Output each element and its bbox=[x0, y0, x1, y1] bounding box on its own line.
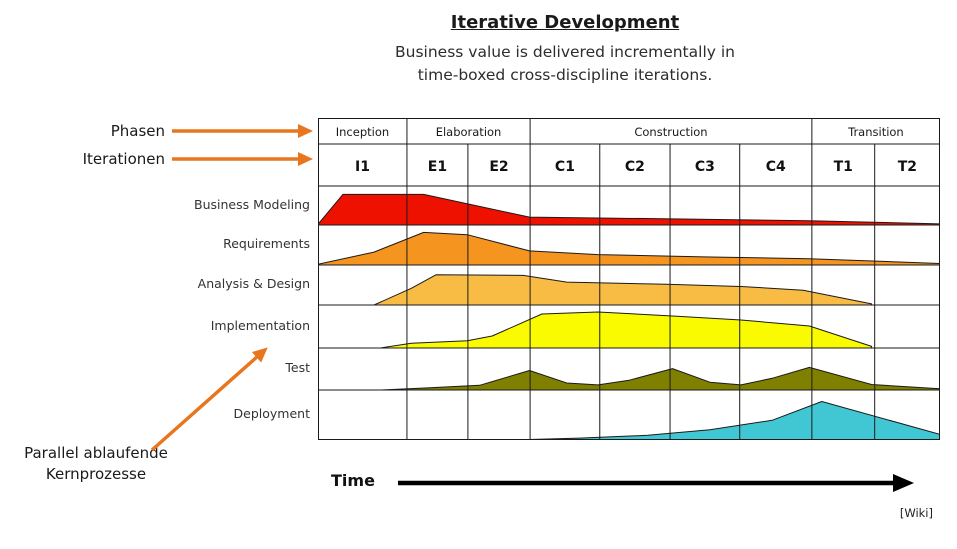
discipline-label-requirements: Requirements bbox=[223, 236, 310, 251]
discipline-label-business-modeling: Business Modeling bbox=[194, 196, 310, 212]
iteration-label-c4: C4 bbox=[766, 159, 786, 175]
iteration-label-e2: E2 bbox=[489, 159, 508, 175]
discipline-label-test: Test bbox=[285, 360, 310, 375]
parallel-processes-arrow bbox=[150, 347, 268, 452]
parallel-label-line-1: Parallel ablaufende bbox=[24, 444, 168, 462]
diagram-title: Iterative Development bbox=[450, 12, 680, 33]
effort-hump-analysis-design bbox=[373, 274, 873, 306]
iteration-label-e1: E1 bbox=[428, 159, 447, 175]
effort-hump-test bbox=[379, 366, 940, 391]
effort-hump-deployment bbox=[510, 401, 940, 440]
discipline-label-implementation: Implementation bbox=[210, 317, 310, 333]
iteration-label-c2: C2 bbox=[625, 159, 645, 175]
time-axis-label: Time bbox=[331, 471, 375, 490]
iteration-label-t2: T2 bbox=[898, 159, 917, 175]
iterations-annotation-label: Iterationen bbox=[82, 150, 165, 168]
phase-label-inception: Inception bbox=[336, 125, 389, 139]
parallel-core-processes-label: Parallel ablaufende Kernprozesse bbox=[0, 443, 192, 485]
subtitle-line-2: time-boxed cross-discipline iterations. bbox=[417, 66, 713, 85]
discipline-label-deployment: Deployment bbox=[233, 406, 310, 421]
iteration-label-i1: I1 bbox=[355, 159, 370, 175]
iteration-label-c3: C3 bbox=[695, 159, 715, 175]
effort-hump-implementation bbox=[379, 311, 873, 349]
discipline-label-analysis-design: Analysis & Design bbox=[197, 276, 310, 291]
phase-label-construction: Construction bbox=[634, 125, 707, 139]
phase-label-elaboration: Elaboration bbox=[436, 125, 502, 139]
subtitle-line-1: Business value is delivered incrementall… bbox=[395, 43, 735, 61]
iteration-label-t1: T1 bbox=[834, 159, 853, 175]
phases-annotation-label: Phasen bbox=[110, 122, 165, 140]
credit-label: [Wiki] bbox=[899, 506, 933, 520]
diagram-subtitle: Business value is delivered incrementall… bbox=[250, 41, 880, 88]
iteration-label-c1: C1 bbox=[555, 159, 575, 175]
effort-hump-business-modeling bbox=[318, 193, 940, 226]
hump-chart: Inception Elaboration Construction Transiti… bbox=[318, 118, 940, 440]
title-block: Iterative Development Business value is … bbox=[250, 12, 880, 88]
phase-label-transition: Transition bbox=[847, 125, 904, 139]
parallel-label-line-2: Kernprozesse bbox=[45, 465, 147, 483]
effort-hump-requirements bbox=[318, 231, 940, 266]
